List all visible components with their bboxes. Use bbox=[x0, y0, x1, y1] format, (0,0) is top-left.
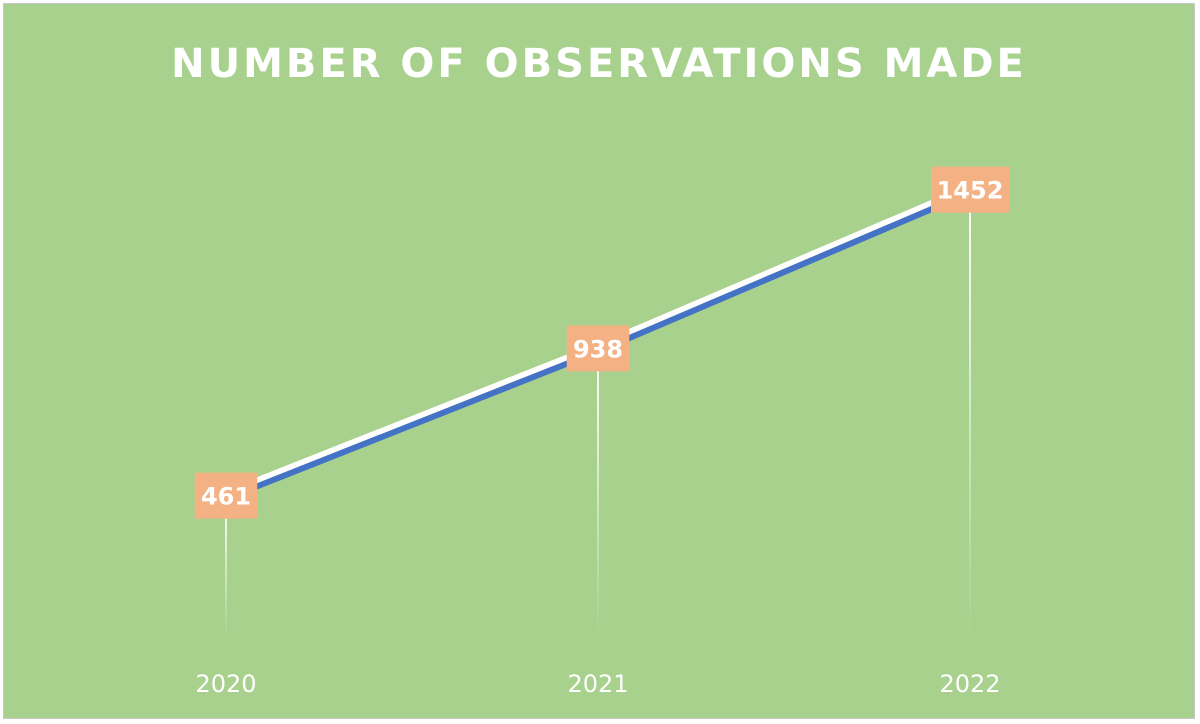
chart-title: NUMBER OF OBSERVATIONS MADE bbox=[171, 41, 1027, 87]
data-label-value: 1452 bbox=[937, 177, 1004, 205]
data-label-box bbox=[566, 325, 630, 372]
data-label-box bbox=[931, 166, 1009, 213]
data-label-value: 461 bbox=[201, 483, 251, 511]
data-label-2020: 461 bbox=[194, 472, 258, 519]
data-label-2021: 938 bbox=[566, 325, 630, 372]
drop-line-2021 bbox=[597, 348, 599, 638]
drop-line-2022 bbox=[969, 189, 971, 638]
chart-area: NUMBER OF OBSERVATIONS MADE 461 938 1452 2… bbox=[3, 3, 1195, 719]
x-tick-label-2021: 2021 bbox=[567, 670, 628, 698]
data-label-2022: 1452 bbox=[931, 166, 1009, 213]
data-label-box bbox=[194, 472, 258, 519]
line-chart-plot: 461 938 1452 2020 2021 2022 bbox=[194, 166, 1009, 698]
x-tick-label-2020: 2020 bbox=[195, 670, 256, 698]
drop-line-2020 bbox=[225, 495, 227, 638]
data-label-value: 938 bbox=[573, 335, 623, 363]
x-tick-label-2022: 2022 bbox=[939, 670, 1000, 698]
